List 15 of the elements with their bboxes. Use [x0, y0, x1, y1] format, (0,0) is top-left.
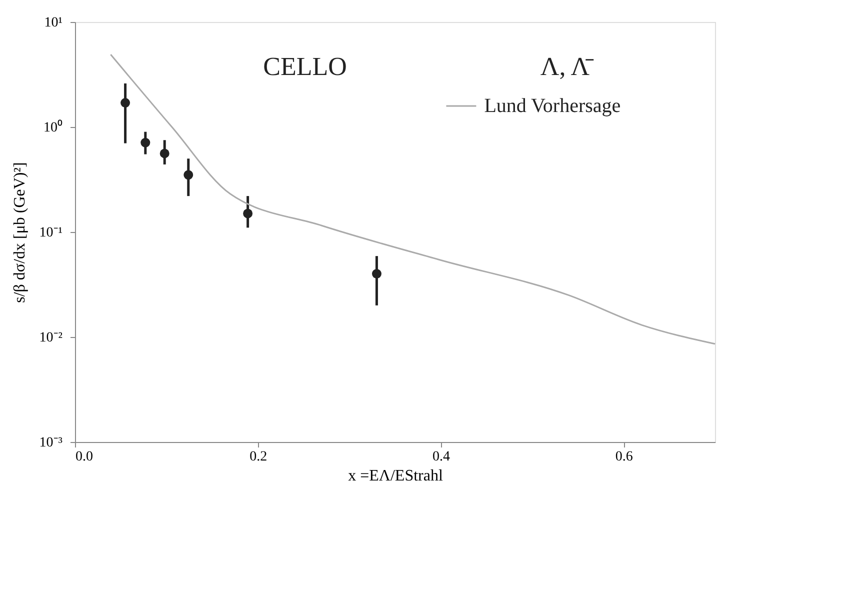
y-axis-title: s/β dσ/dx [μb (GeV)²]	[11, 162, 28, 303]
annotation: CELLO	[263, 52, 347, 81]
y-tick-label: 10⁰	[44, 120, 62, 136]
x-axis-title: x =EΛ/EStrahl	[348, 468, 444, 484]
x-tick-label: 0.2	[250, 450, 268, 464]
y-tick-label: 10⁻²	[39, 330, 62, 346]
line-series	[110, 54, 716, 345]
x-tick-label: 0.0	[76, 450, 93, 464]
x-tick-label: 0.4	[432, 450, 450, 464]
legend-label: Lund Vorhersage	[484, 95, 621, 117]
x-tick-label: 0.6	[615, 450, 633, 464]
annotation: Λ, Λ̄	[540, 52, 594, 81]
y-tick-label: 10⁻¹	[39, 226, 62, 240]
y-tick-label: 10⁻³	[39, 436, 62, 450]
y-tick-label: 10¹	[44, 16, 62, 30]
